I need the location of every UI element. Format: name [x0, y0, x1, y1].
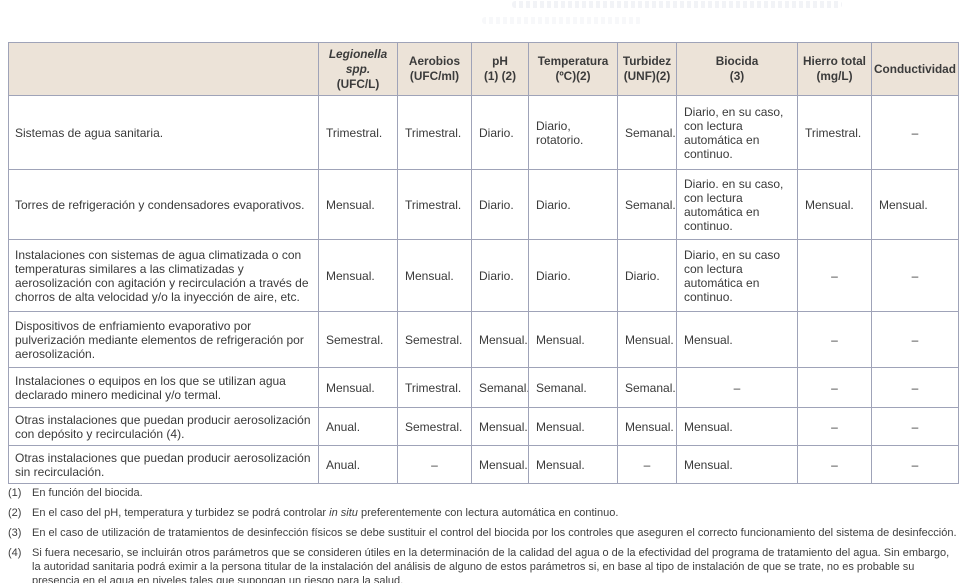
row-label: Sistemas de agua sanitaria.: [8, 95, 319, 170]
header-conductividad: Conductividad: [871, 42, 959, 96]
cell-aerobios: Semestral.: [397, 311, 472, 368]
row-label: Torres de refrigeración y condensadores …: [8, 169, 319, 240]
cell-turbidez: Semanal.: [617, 95, 677, 170]
footnote-number: (1): [8, 487, 22, 499]
cell-ph: Mensual.: [471, 407, 529, 446]
cell-conductividad: –: [871, 239, 959, 312]
cell-hierro: Trimestral.: [797, 95, 872, 170]
cell-turbidez: –: [617, 445, 677, 484]
footnote-2: (2) En el caso del pH, temperatura y tur…: [8, 506, 958, 520]
footnote-number: (2): [8, 507, 22, 519]
footnote-number: (4): [8, 547, 22, 559]
cell-aerobios: Trimestral.: [397, 169, 472, 240]
faint-cutoff-text-remnant: [482, 17, 642, 24]
cell-legionella: Mensual.: [318, 239, 398, 312]
table-row: Otras instalaciones que puedan producir …: [8, 445, 959, 484]
table-row: Dispositivos de enfriamiento evaporativo…: [8, 311, 959, 368]
cell-temperatura: Diario, rotatorio.: [528, 95, 618, 170]
row-label: Instalaciones o equipos en los que se ut…: [8, 367, 319, 408]
header-hierro-total: Hierro total (mg/L): [797, 42, 872, 96]
cell-temperatura: Diario.: [528, 239, 618, 312]
cell-biocida: Mensual.: [676, 445, 798, 484]
cell-ph: Semanal.: [471, 367, 529, 408]
footnote-text: En el caso del pH, temperatura y turbide…: [32, 507, 619, 519]
cell-ph: Diario.: [471, 239, 529, 312]
footnote-1: (1) En función del biocida.: [8, 486, 958, 500]
cell-ph: Mensual.: [471, 311, 529, 368]
cell-conductividad: –: [871, 95, 959, 170]
footnote-3: (3) En el caso de utilización de tratami…: [8, 526, 958, 540]
cell-temperatura: Diario.: [528, 169, 618, 240]
cell-hierro: –: [797, 239, 872, 312]
cell-biocida: Mensual.: [676, 311, 798, 368]
cell-ph: Diario.: [471, 169, 529, 240]
table-row: Otras instalaciones que puedan producir …: [8, 407, 959, 446]
cell-legionella: Semestral.: [318, 311, 398, 368]
monitoring-frequency-table: Legionella spp. (UFC/L) Aerobios (UFC/ml) …: [8, 42, 959, 484]
cell-legionella: Anual.: [318, 445, 398, 484]
table-row: Instalaciones o equipos en los que se ut…: [8, 367, 959, 408]
header-turbidez: Turbidez (UNF)(2): [617, 42, 677, 96]
header-temperatura: Temperatura (ºC)(2): [528, 42, 618, 96]
cell-temperatura: Mensual.: [528, 311, 618, 368]
header-row: Legionella spp. (UFC/L) Aerobios (UFC/ml) …: [8, 42, 959, 96]
cell-hierro: –: [797, 407, 872, 446]
header-ph: pH (1) (2): [471, 42, 529, 96]
cell-turbidez: Mensual.: [617, 407, 677, 446]
header-legionella: Legionella spp. (UFC/L): [318, 42, 398, 96]
cell-aerobios: –: [397, 445, 472, 484]
cell-conductividad: –: [871, 311, 959, 368]
cell-aerobios: Trimestral.: [397, 95, 472, 170]
table-row: Instalaciones con sistemas de agua clima…: [8, 239, 959, 312]
row-label: Otras instalaciones que puedan producir …: [8, 407, 319, 446]
cell-aerobios: Semestral.: [397, 407, 472, 446]
cell-legionella: Anual.: [318, 407, 398, 446]
cell-temperatura: Mensual.: [528, 445, 618, 484]
cell-temperatura: Semanal.: [528, 367, 618, 408]
cell-biocida: Diario. en su caso, con lectura automáti…: [676, 169, 798, 240]
cell-turbidez: Semanal.: [617, 169, 677, 240]
cell-conductividad: Mensual.: [871, 169, 959, 240]
footnote-text: En función del biocida.: [32, 487, 143, 499]
row-label: Instalaciones con sistemas de agua clima…: [8, 239, 319, 312]
row-label: Dispositivos de enfriamiento evaporativo…: [8, 311, 319, 368]
faint-cutoff-text-remnant: [512, 1, 842, 8]
header-empty: [8, 42, 319, 96]
cell-hierro: –: [797, 367, 872, 408]
cell-biocida: –: [676, 367, 798, 408]
header-biocida: Biocida (3): [676, 42, 798, 96]
cell-conductividad: –: [871, 407, 959, 446]
cell-legionella: Mensual.: [318, 367, 398, 408]
footnote-number: (3): [8, 527, 22, 539]
cell-ph: Diario.: [471, 95, 529, 170]
row-label: Otras instalaciones que puedan producir …: [8, 445, 319, 484]
cell-temperatura: Mensual.: [528, 407, 618, 446]
cell-turbidez: Diario.: [617, 239, 677, 312]
cell-turbidez: Mensual.: [617, 311, 677, 368]
cell-hierro: –: [797, 445, 872, 484]
cell-aerobios: Trimestral.: [397, 367, 472, 408]
table-row: Sistemas de agua sanitaria. Trimestral. …: [8, 95, 959, 170]
cell-aerobios: Mensual.: [397, 239, 472, 312]
cell-hierro: –: [797, 311, 872, 368]
footnote-text: Si fuera necesario, se incluirán otros p…: [32, 547, 950, 583]
footnotes-section: (1) En función del biocida. (2) En el ca…: [8, 486, 958, 583]
cell-biocida: Diario, en su caso con lectura automátic…: [676, 239, 798, 312]
footnote-4: (4) Si fuera necesario, se incluirán otr…: [8, 546, 958, 583]
cell-biocida: Mensual.: [676, 407, 798, 446]
cell-hierro: Mensual.: [797, 169, 872, 240]
header-aerobios: Aerobios (UFC/ml): [397, 42, 472, 96]
cell-ph: Mensual.: [471, 445, 529, 484]
cell-conductividad: –: [871, 367, 959, 408]
table-row: Torres de refrigeración y condensadores …: [8, 169, 959, 240]
cell-conductividad: –: [871, 445, 959, 484]
cell-legionella: Trimestral.: [318, 95, 398, 170]
footnote-text: En el caso de utilización de tratamiento…: [32, 527, 957, 539]
cell-biocida: Diario, en su caso, con lectura automáti…: [676, 95, 798, 170]
cell-turbidez: Semanal.: [617, 367, 677, 408]
cell-legionella: Mensual.: [318, 169, 398, 240]
